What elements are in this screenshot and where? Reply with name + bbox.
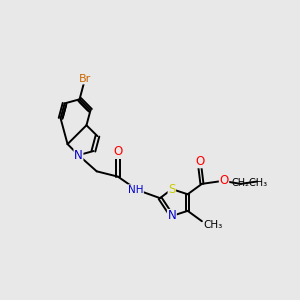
Text: N: N: [167, 209, 176, 223]
Text: S: S: [168, 183, 175, 196]
Text: O: O: [195, 155, 204, 168]
Text: O: O: [113, 146, 122, 158]
Text: Br: Br: [79, 74, 91, 84]
Text: NH: NH: [128, 185, 143, 195]
Text: N: N: [74, 148, 83, 162]
Text: CH₃: CH₃: [203, 220, 223, 230]
Text: CH₂CH₃: CH₂CH₃: [231, 178, 267, 188]
Text: O: O: [219, 173, 229, 187]
